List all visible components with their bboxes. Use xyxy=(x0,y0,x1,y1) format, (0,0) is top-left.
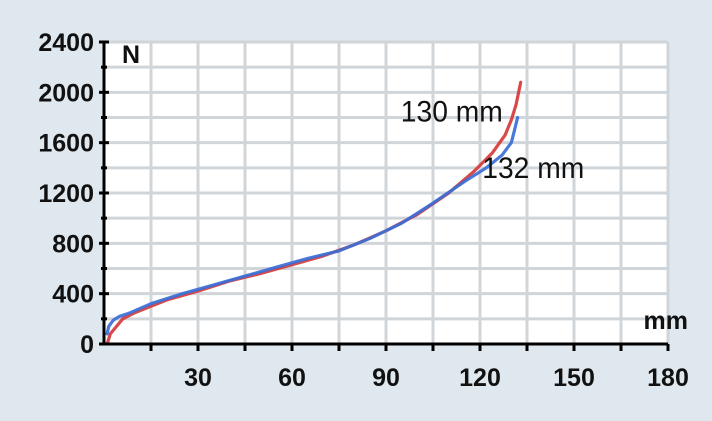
y-tick-label: 400 xyxy=(52,281,94,309)
x-tick-label: 150 xyxy=(553,364,595,392)
series-layer xyxy=(105,80,523,346)
tick-labels: 0 400 800 1200 1600 2000 2400 30 60 90 120 150 180 xyxy=(38,29,688,392)
y-tick-label: 1200 xyxy=(38,180,94,208)
series-annotation: 130 mm xyxy=(401,95,503,128)
x-tick-label: 120 xyxy=(459,364,501,392)
x-tick-label: 60 xyxy=(278,364,306,392)
y-tick-label: 1600 xyxy=(38,130,94,158)
x-tick-label: 90 xyxy=(372,364,400,392)
series-annotation: 132 mm xyxy=(482,152,584,185)
y-axis-unit-label: N xyxy=(122,41,140,69)
annotations: 130 mm 132 mm xyxy=(401,95,584,185)
grid xyxy=(104,40,670,344)
y-tick-label: 2400 xyxy=(38,29,94,57)
y-tick-label: 2000 xyxy=(38,79,94,107)
y-tick-label: 0 xyxy=(80,331,94,359)
y-tick-label: 800 xyxy=(52,230,94,258)
x-tick-label: 30 xyxy=(184,364,212,392)
axes xyxy=(99,40,670,351)
x-tick-label: 180 xyxy=(647,364,689,392)
series-line-2 xyxy=(105,115,520,336)
x-axis-unit-label: mm xyxy=(644,307,688,335)
